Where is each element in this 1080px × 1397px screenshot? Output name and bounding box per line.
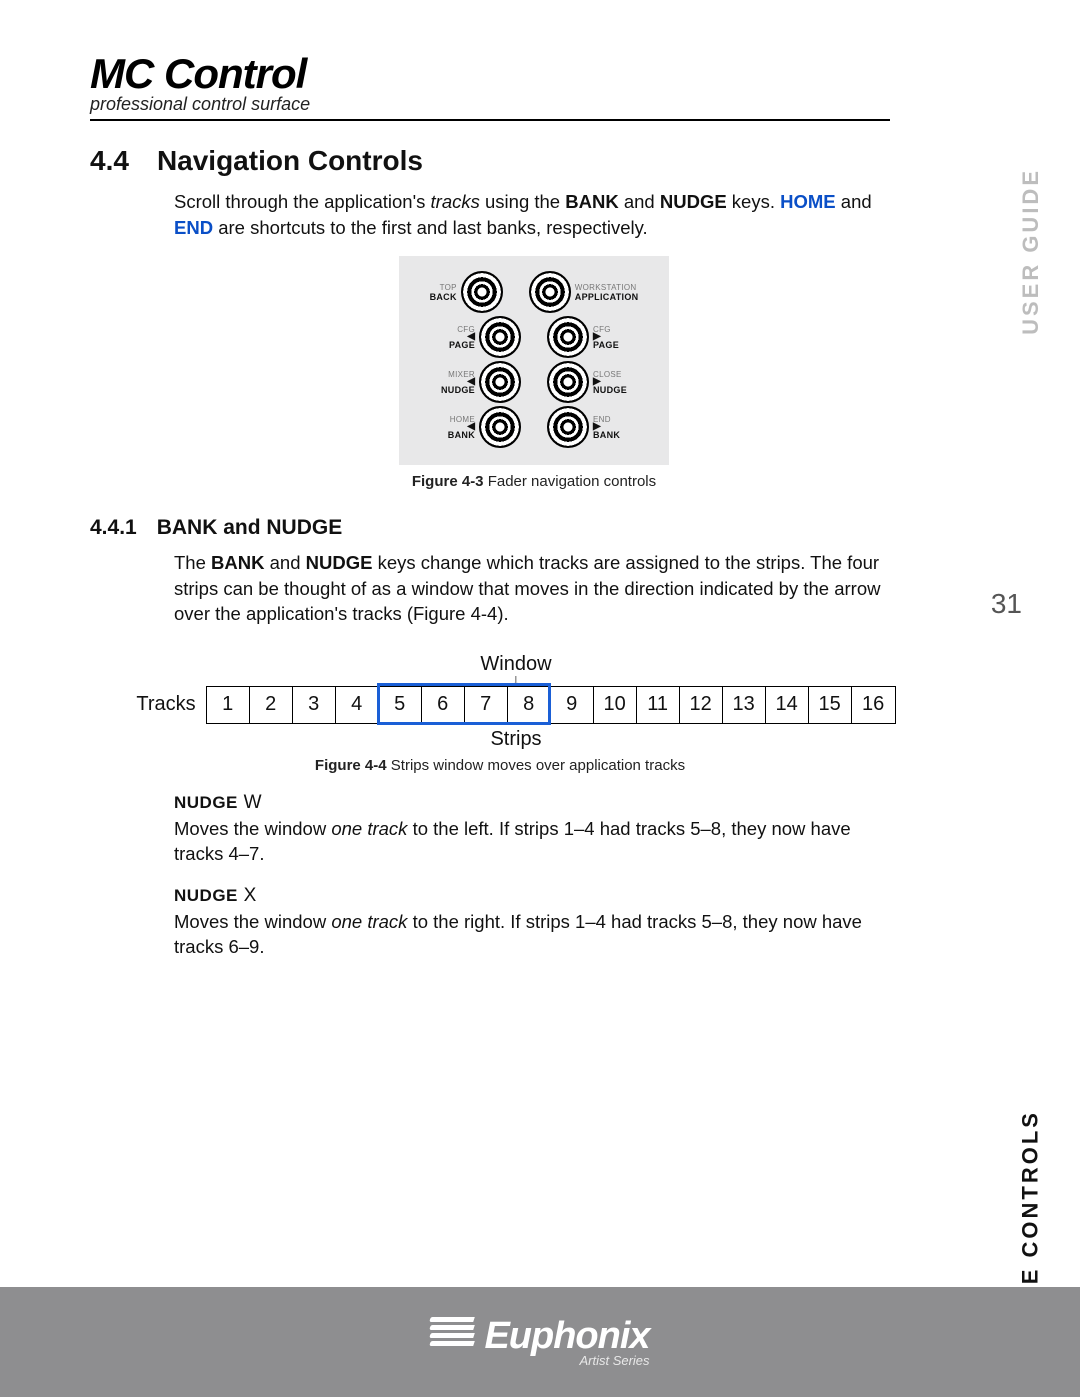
text: keys.	[727, 191, 780, 212]
knob-label-bottom: BANK	[448, 430, 475, 440]
arrow-right-icon: X	[238, 885, 257, 906]
track-cell: 1	[207, 687, 250, 723]
window-outline	[377, 683, 551, 725]
label-tracks: Tracks	[136, 693, 195, 716]
term-nudge-right: NUDGE X	[174, 885, 894, 907]
footer: Euphonix Artist Series	[0, 1287, 1080, 1397]
track-cell: 10	[594, 687, 637, 723]
subsection-heading: 4.4.1 BANK and NUDGE	[90, 516, 894, 540]
knob-icon	[479, 361, 521, 403]
track-cell: 3	[293, 687, 336, 723]
term-nudge-left: NUDGE W	[174, 792, 894, 814]
knob-label-top: WORKSTATION	[575, 283, 639, 292]
text: and	[619, 191, 660, 212]
track-cell: 4	[336, 687, 379, 723]
text: Scroll through the application's	[174, 191, 431, 212]
text: are shortcuts to the first and last bank…	[213, 217, 648, 238]
arrow-left-icon: W	[238, 792, 262, 813]
caption-text: Strips window moves over application tra…	[387, 757, 685, 774]
text: using the	[480, 191, 565, 212]
knob-icon	[547, 406, 589, 448]
track-cell: 13	[723, 687, 766, 723]
figure-strip-window: Window ↓ Tracks 12345678910111213141516 …	[106, 653, 926, 751]
figure-4-4-caption: Figure 4-4 Strips window moves over appl…	[106, 757, 894, 774]
knob-icon	[479, 406, 521, 448]
p-nudge-left: Moves the window one track to the left. …	[174, 816, 894, 867]
knob-label-bottom: NUDGE	[441, 385, 475, 395]
intro-paragraph: Scroll through the application's tracks …	[174, 189, 894, 240]
brand-title: MC Control	[90, 50, 990, 98]
section-number: 4.4	[90, 145, 129, 177]
link-end[interactable]: END	[174, 217, 213, 238]
euphonix-waves-icon	[430, 1317, 474, 1349]
text-bold: NUDGE	[306, 552, 373, 573]
panel-row: HOME◀BANKEND▶BANK	[409, 406, 659, 448]
section-heading: 4.4 Navigation Controls	[90, 145, 990, 177]
term-text: NUDGE	[174, 793, 238, 812]
brand-header: MC Control professional control surface	[90, 50, 990, 121]
knob-label-bottom: APPLICATION	[575, 292, 639, 302]
text: The	[174, 552, 211, 573]
text: and	[264, 552, 305, 573]
track-cell: 14	[766, 687, 809, 723]
figure-control-panel: TOPBACK WORKSTATIONAPPLICATION CFG◀PAGECFG…	[399, 256, 669, 465]
text-italic: one track	[331, 911, 407, 932]
page-number: 31	[991, 588, 1022, 620]
knob-icon	[479, 316, 521, 358]
text-italic: tracks	[431, 191, 480, 212]
knob-label-bottom: PAGE	[449, 340, 475, 350]
panel-row: CFG◀PAGECFG▶PAGE	[409, 316, 659, 358]
footer-brand-name: Euphonix	[484, 1317, 649, 1355]
text: Moves the window	[174, 911, 331, 932]
knob-icon	[529, 271, 571, 313]
text: Moves the window	[174, 818, 331, 839]
knob-label-bottom: PAGE	[593, 340, 619, 350]
section-title: Navigation Controls	[157, 145, 423, 177]
track-cell: 15	[809, 687, 852, 723]
figure-4-3-caption: Figure 4-3 Fader navigation controls	[174, 473, 894, 490]
knob-label-top: TOP	[430, 283, 457, 292]
text-bold: NUDGE	[660, 191, 727, 212]
label-strips: Strips	[106, 728, 926, 751]
page: USER GUIDE 31 SURFACE CONTROLS MC Contro…	[0, 0, 1080, 1397]
subsection-number: 4.4.1	[90, 516, 137, 540]
caption-text: Fader navigation controls	[484, 473, 657, 490]
track-cell: 12	[680, 687, 723, 723]
panel-row: TOPBACK WORKSTATIONAPPLICATION	[409, 271, 659, 313]
subsection-title: BANK and NUDGE	[157, 516, 343, 540]
track-cell: 16	[852, 687, 895, 723]
caption-bold: Figure 4-4	[315, 757, 387, 774]
knob-label-bottom: NUDGE	[593, 385, 627, 395]
track-cell: 2	[250, 687, 293, 723]
knob-label-bottom: BANK	[593, 430, 620, 440]
caption-bold: Figure 4-3	[412, 473, 484, 490]
knob-icon	[547, 316, 589, 358]
track-cell: 11	[637, 687, 680, 723]
term-text: NUDGE	[174, 886, 238, 905]
text: and	[836, 191, 872, 212]
p-441: The BANK and NUDGE keys change which tra…	[174, 550, 894, 627]
brand-subtitle: professional control surface	[90, 94, 890, 121]
text-bold: BANK	[565, 191, 618, 212]
panel-row: MIXER◀NUDGECLOSE▶NUDGE	[409, 361, 659, 403]
strip-cells-container: 12345678910111213141516	[206, 686, 896, 724]
link-home[interactable]: HOME	[780, 191, 836, 212]
text-bold: BANK	[211, 552, 264, 573]
knob-icon	[547, 361, 589, 403]
text-italic: one track	[331, 818, 407, 839]
knob-label-bottom: BACK	[430, 292, 457, 302]
side-label-user-guide: USER GUIDE	[1018, 168, 1044, 335]
knob-icon	[461, 271, 503, 313]
p-nudge-right: Moves the window one track to the right.…	[174, 909, 894, 960]
track-cell: 9	[551, 687, 594, 723]
footer-logo: Euphonix Artist Series	[430, 1317, 649, 1368]
content-area: Scroll through the application's tracks …	[174, 189, 894, 960]
